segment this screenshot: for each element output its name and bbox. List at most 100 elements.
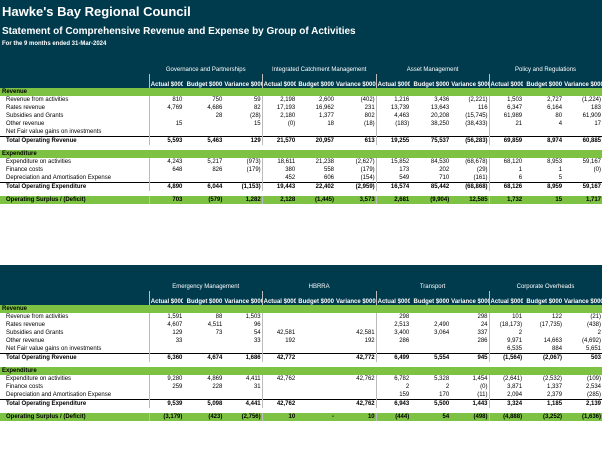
revenue-row-label: Revenue from activities	[6, 314, 69, 320]
surplus-row-cell: 1,732	[488, 196, 524, 204]
surplus-row-cell: (9,904)	[410, 196, 451, 204]
revenue-row-cell: 13,739	[375, 104, 411, 112]
revenue-row-cell: 3,436	[434, 97, 450, 103]
revenue-total-row-cell: (1,564)	[488, 353, 524, 362]
expenditure-row-cell: (154)	[360, 175, 375, 181]
revenue-total-row-cell: 20,957	[296, 136, 336, 145]
revenue-row-label: Net Fair value gains on investments	[6, 346, 102, 352]
expenditure-row-cell: 202	[439, 167, 450, 173]
expenditure-row-cell: 4,869	[207, 376, 223, 382]
expenditure-total-row-cell: 42,762	[261, 399, 297, 408]
expenditure-row-cell: 21,238	[315, 159, 335, 165]
revenue-row-cell	[183, 120, 223, 128]
revenue-row: Other revenue 15 15 (0) 18 (18) (183) 38,250 (38…	[0, 120, 602, 128]
revenue-row-cell	[183, 337, 223, 345]
revenue-row-cell	[335, 313, 376, 321]
revenue-row-cell: 15	[148, 120, 184, 128]
expenditure-total-row-cell: 5,500	[410, 399, 451, 408]
expenditure-row-cell: (0)	[480, 384, 488, 390]
surplus-row-cell: 10	[334, 413, 377, 421]
expenditure-row-cell: (0)	[593, 167, 601, 173]
revenue-row-cell: 298	[477, 314, 488, 320]
expenditure-row-cell: (179)	[246, 167, 261, 173]
revenue-row-cell: 2,513	[375, 321, 411, 329]
revenue-row: Subsidies and Grants 129 73 54 42,581 42,581 3…	[0, 329, 602, 337]
column-header-0-0: Actual $000	[148, 291, 184, 305]
revenue-row-cell: 802	[364, 113, 375, 119]
revenue-row-cell: 82	[253, 105, 261, 111]
revenue-row-label: Rates revenue	[6, 322, 46, 328]
expenditure-row-cell: (161)	[473, 175, 488, 181]
group-header-row: Governance and Partnerships Integrated Ca…	[0, 48, 602, 74]
revenue-row-cell: 2,600	[319, 97, 335, 103]
group-header-2: Asset Management	[376, 48, 490, 74]
expenditure-row-cell: 18,611	[261, 158, 297, 166]
expenditure-row-cell: 710	[439, 175, 450, 181]
revenue-row-cell	[183, 345, 223, 354]
surplus-row-cell: 2,128	[261, 196, 297, 204]
column-header-3-2: Variance $000	[563, 291, 602, 305]
expenditure-row-label: Depreciation and Amortisation Expense	[6, 392, 112, 398]
expenditure-row-cell: 606	[324, 175, 335, 181]
expenditure-row-cell: (973)	[246, 159, 261, 165]
column-header-spacer	[0, 74, 150, 88]
revenue-row-cell: 1,503	[488, 96, 524, 104]
expenditure-row-cell: 59,167	[582, 159, 601, 165]
revenue-total-row-cell: 613	[335, 136, 377, 145]
report-title: Hawke's Bay Regional Council	[0, 0, 602, 24]
group-header-1: Integrated Catchment Management	[262, 48, 377, 74]
revenue-row-cell: 73	[215, 330, 223, 336]
revenue-row: Rates revenue 4,769 4,686 82 17,193 16,962 231…	[0, 104, 602, 112]
revenue-row-cell: (18)	[364, 121, 375, 127]
expenditure-row-cell	[223, 174, 262, 183]
revenue-row-cell: 4	[558, 121, 563, 127]
expenditure-row: Expenditure on activities 4,243 5,217 (973)…	[0, 158, 602, 166]
revenue-row-label: Rates revenue	[6, 105, 46, 111]
revenue-row-cell	[296, 337, 335, 345]
revenue-row-cell: 2,490	[434, 322, 450, 328]
column-header-1-2: Variance $000	[334, 291, 377, 305]
column-header-0-1: Budget $000	[183, 74, 224, 88]
revenue-row-cell	[410, 128, 450, 137]
expenditure-row-cell: (2,532)	[543, 376, 563, 382]
revenue-row-cell	[335, 321, 376, 329]
surplus-row: Operating Surplus / (Deficit) (3,179) (423…	[0, 413, 602, 421]
expenditure-row-cell: (68,678)	[465, 159, 488, 165]
expenditure-row-cell: 1	[558, 167, 563, 173]
revenue-row-cell: (28)	[249, 113, 261, 119]
revenue-row-cell: 15	[253, 121, 261, 127]
column-header-3-2: Variance $000	[563, 74, 602, 88]
revenue-row-cell: (2,221)	[468, 97, 488, 103]
expenditure-section-header-label: Expenditure	[2, 368, 37, 374]
surplus-row-cell: (2,756)	[223, 413, 263, 421]
revenue-row-cell: 16,962	[315, 105, 335, 111]
revenue-row-cell	[296, 329, 335, 337]
revenue-row-cell: 4,769	[148, 104, 184, 112]
surplus-row-cell: 10	[261, 413, 297, 421]
expenditure-row-cell: 5	[558, 175, 563, 181]
expenditure-total-row-cell: 2,139	[563, 399, 602, 408]
revenue-row-cell	[523, 128, 563, 137]
expenditure-row: Depreciation and Amortisation Expense 452…	[0, 174, 602, 183]
revenue-total-row-label: Total Operating Revenue	[0, 353, 150, 362]
revenue-total-row-cell: 6,360	[148, 353, 184, 362]
expenditure-total-row-cell: 22,402	[296, 182, 336, 191]
surplus-row-cell: (498)	[450, 413, 489, 421]
expenditure-row-cell: 2,094	[488, 391, 524, 400]
group-header-2: Transport	[376, 265, 489, 291]
expenditure-total-row-cell: 85,442	[410, 182, 451, 191]
revenue-row-cell: 18	[327, 121, 335, 127]
revenue-row-cell: (17,735)	[539, 322, 563, 328]
expenditure-total-row-cell: 19,443	[261, 182, 297, 191]
column-header-1-1: Budget $000	[296, 74, 336, 88]
revenue-section-header-label: Revenue	[2, 306, 28, 312]
revenue-total-row-cell: 5,554	[410, 353, 451, 362]
revenue-section-header-label: Revenue	[2, 89, 28, 95]
expenditure-total-row-cell: 3,324	[488, 399, 524, 408]
expenditure-row-cell: (285)	[586, 392, 601, 398]
revenue-row-cell: (15,745)	[465, 113, 488, 119]
revenue-row-cell: 101	[488, 313, 524, 321]
revenue-row-cell	[296, 313, 335, 321]
column-header-2-1: Budget $000	[410, 74, 451, 88]
column-header-2-0: Actual $000	[375, 74, 411, 88]
